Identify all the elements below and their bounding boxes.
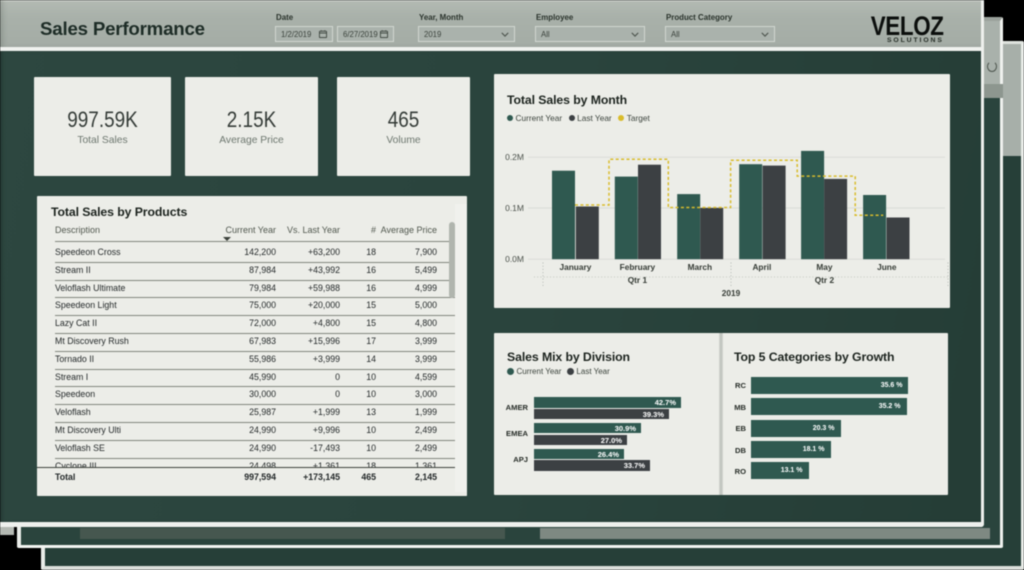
svg-text:Qtr 2: Qtr 2 <box>815 275 835 285</box>
svg-text:February: February <box>620 262 656 272</box>
svg-text:June: June <box>877 262 897 272</box>
svg-text:0.0M: 0.0M <box>505 254 524 264</box>
svg-text:January: January <box>559 262 591 272</box>
svg-text:Qtr 1: Qtr 1 <box>628 275 648 285</box>
svg-text:April: April <box>752 262 771 272</box>
svg-text:March: March <box>688 262 712 272</box>
svg-text:2019: 2019 <box>722 288 741 298</box>
svg-text:May: May <box>816 262 833 272</box>
svg-text:0.2M: 0.2M <box>505 152 524 162</box>
svg-text:0.1M: 0.1M <box>505 203 524 213</box>
